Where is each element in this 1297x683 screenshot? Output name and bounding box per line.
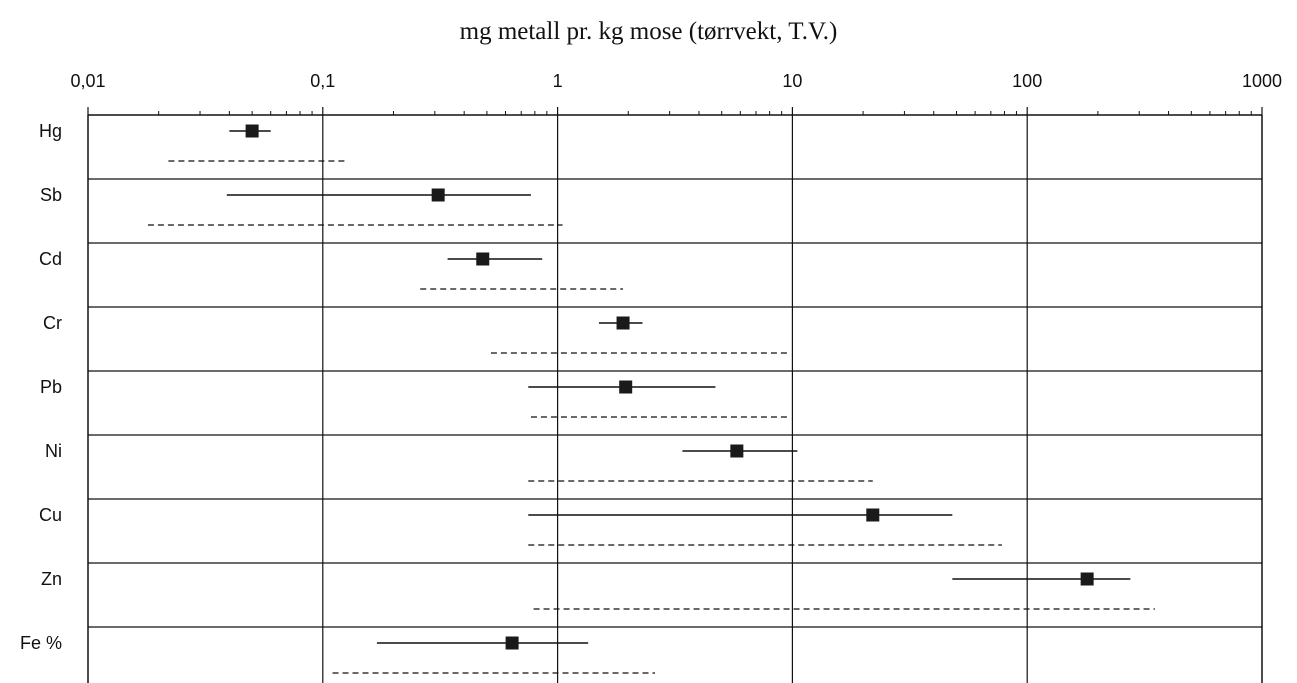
median-marker (505, 636, 519, 650)
median-marker (730, 444, 744, 458)
median-marker (431, 188, 445, 202)
category-label: Cd (39, 249, 62, 269)
median-marker (476, 252, 490, 266)
x-tick-label: 0,01 (70, 71, 105, 91)
x-tick-label: 10 (782, 71, 802, 91)
category-label: Cr (43, 313, 62, 333)
category-label: Ni (45, 441, 62, 461)
chart-title: mg metall pr. kg mose (tørrvekt, T.V.) (459, 18, 838, 45)
median-marker (1080, 572, 1094, 586)
category-label: Cu (39, 505, 62, 525)
median-marker (619, 380, 633, 394)
x-tick-label: 100 (1012, 71, 1042, 91)
category-label: Zn (41, 569, 62, 589)
category-label: Pb (40, 377, 62, 397)
x-tick-label: 0,1 (310, 71, 335, 91)
category-label: Sb (40, 185, 62, 205)
median-marker (866, 508, 880, 522)
category-label: Fe % (20, 633, 62, 653)
x-tick-label: 1000 (1242, 71, 1282, 91)
x-tick-label: 1 (553, 71, 563, 91)
median-marker (616, 316, 630, 330)
median-marker (245, 124, 259, 138)
category-label: Hg (39, 121, 62, 141)
